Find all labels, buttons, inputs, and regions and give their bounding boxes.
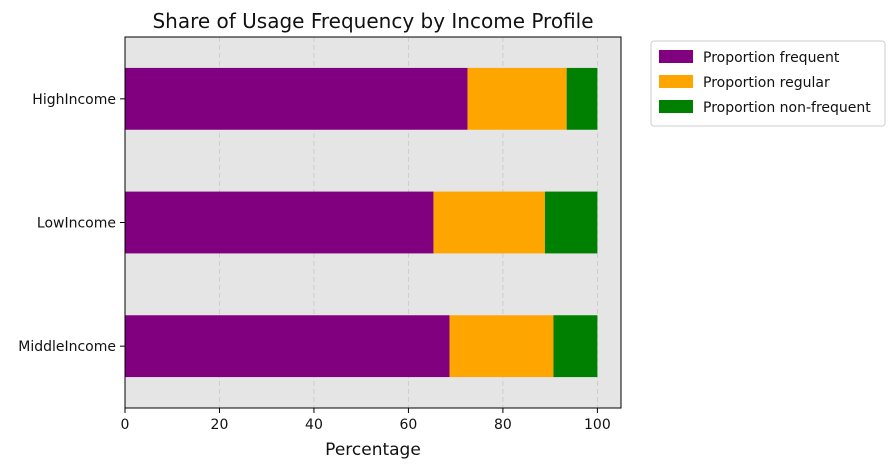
y-tick-label-1: LowIncome: [37, 216, 116, 232]
legend: Proportion frequent Proportion regular Pro…: [650, 40, 886, 127]
y-tick-label-0: HighIncome: [32, 92, 116, 108]
x-tick-label-5: 100: [584, 417, 611, 433]
y-tick-label-2: MiddleIncome: [18, 339, 116, 355]
legend-swatch-1: [659, 75, 693, 88]
bar-middleincome-series-0: [125, 315, 450, 378]
bars: [125, 67, 598, 378]
bar-lowincome-series-2: [544, 191, 598, 254]
x-axis-label: Percentage: [325, 440, 421, 460]
bar-middleincome-series-2: [553, 315, 598, 378]
legend-label-1: Proportion regular: [703, 75, 830, 91]
x-tick-label-0: 0: [121, 417, 130, 433]
x-tick-label-3: 60: [400, 417, 418, 433]
bar-highincome-series-2: [566, 67, 598, 130]
legend-swatch-0: [659, 50, 693, 63]
x-tick-label-4: 80: [494, 417, 512, 433]
legend-box: [650, 40, 886, 127]
bar-lowincome-series-1: [433, 191, 545, 254]
legend-label-2: Proportion non-frequent: [703, 100, 871, 116]
bar-lowincome-series-0: [125, 191, 434, 254]
bar-highincome-series-1: [467, 67, 567, 130]
x-tick-label-2: 40: [305, 417, 323, 433]
legend-swatch-2: [659, 100, 693, 113]
bar-middleincome-series-1: [449, 315, 554, 378]
x-tick-label-1: 20: [211, 417, 229, 433]
chart-title: Share of Usage Frequency by Income Profi…: [152, 9, 593, 33]
legend-label-0: Proportion frequent: [703, 50, 840, 66]
x-ticks: 0 20 40 60 80 100: [121, 408, 611, 433]
bar-highincome-series-0: [125, 67, 468, 130]
y-ticks: HighIncome LowIncome MiddleIncome: [18, 92, 125, 355]
